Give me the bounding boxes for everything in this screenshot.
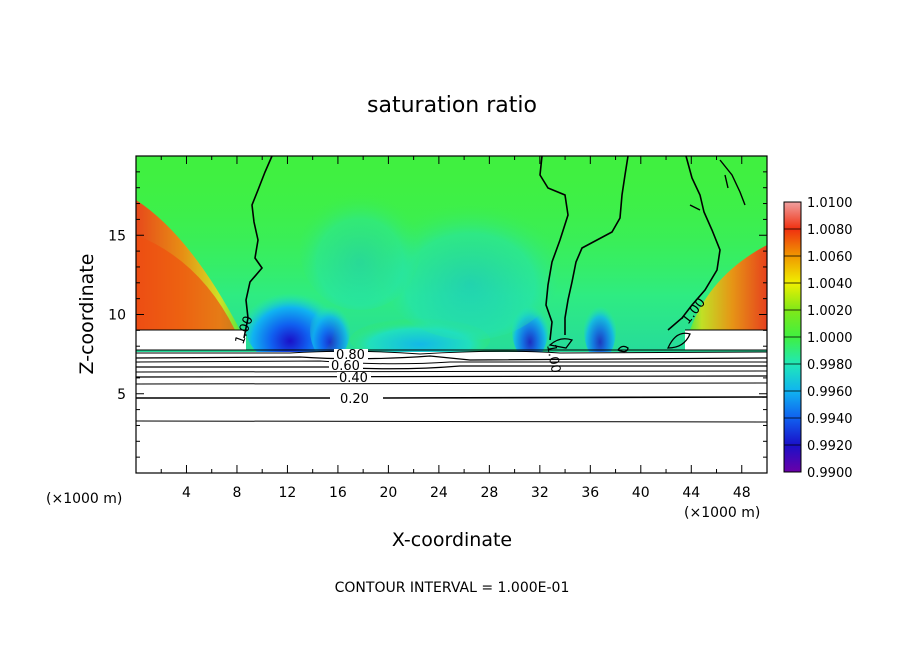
contour-0.70: [135, 360, 767, 365]
colorbar-label: 1.0000: [807, 331, 853, 346]
heatmap-field: [136, 156, 767, 473]
x-tick-label: 20: [379, 485, 397, 501]
contour-0.10: [135, 420, 768, 423]
contour-0.50: [135, 370, 768, 373]
x-axis-label: X-coordinate: [392, 529, 512, 551]
y-axis-label: Z-coordinate: [76, 254, 98, 375]
colorbar-label: 0.9980: [807, 358, 853, 373]
contour-1.00-right-c: [689, 159, 746, 211]
x-tick-label: 24: [430, 485, 448, 501]
x-axis-ticks: 4 8 12 16 20 24 28 32 36 40 44 48: [160, 156, 751, 501]
x-axis-unit: (×1000 m): [684, 505, 760, 521]
y-axis-unit: (×1000 m): [46, 491, 122, 507]
x-tick-label: 44: [682, 485, 700, 501]
colorbar-label: 1.0100: [807, 196, 853, 211]
x-tick-label: 12: [279, 485, 297, 501]
x-tick-label: 28: [480, 485, 498, 501]
contour-label: 0.20: [340, 392, 369, 407]
contour-label: 0.80: [336, 348, 365, 363]
contour-0.20: [136, 396, 768, 399]
contour-label: 0.40: [339, 371, 368, 386]
x-tick-label: 4: [182, 485, 191, 501]
contour-1.00-right-b: [667, 155, 721, 331]
colorbar-label: 0.9960: [807, 385, 853, 400]
contour-1.00-islands: [548, 332, 691, 353]
colorbar-label: 0.9900: [807, 466, 853, 481]
x-tick-label: 8: [232, 485, 241, 501]
contour-0.40: [135, 375, 768, 378]
colorbar-label: 1.0060: [807, 250, 853, 265]
y-tick-label: 15: [108, 228, 126, 244]
contour-0.90: [136, 350, 768, 355]
contour-label: 1.00: [543, 343, 563, 374]
contour-label: 0.60: [331, 359, 360, 374]
contour-0.30: [135, 382, 768, 385]
contour-labels: 0.80 0.60 0.40 0.20 1.00 1.00 1.00: [233, 295, 709, 407]
x-tick-label: 32: [531, 485, 549, 501]
y-tick-label: 5: [117, 387, 126, 403]
chart-title: saturation ratio: [367, 93, 537, 118]
y-tick-label: 10: [108, 308, 126, 324]
contour-1.00-right-a: [564, 155, 629, 335]
x-tick-label: 36: [581, 485, 599, 501]
colorbar-label: 1.0020: [807, 304, 853, 319]
colorbar: 1.0100 1.0080 1.0060 1.0040 1.0020 1.0000 0.99…: [783, 196, 853, 481]
x-tick-label: 16: [329, 485, 347, 501]
contour-1.00-left: [243, 155, 273, 339]
colorbar-label: 1.0080: [807, 223, 853, 238]
x-tick-label: 40: [632, 485, 650, 501]
cloud-base-edge: [136, 329, 767, 351]
colorbar-label: 0.9920: [807, 439, 853, 454]
x-tick-label: 48: [733, 485, 751, 501]
colorbar-label: 1.0040: [807, 277, 853, 292]
colorbar-label: 0.9940: [807, 412, 853, 427]
contour-1.00-mid: [539, 155, 569, 341]
contour-interval-note: CONTOUR INTERVAL = 1.000E-01: [335, 580, 570, 596]
y-axis-ticks: 5 10 15: [108, 171, 767, 458]
